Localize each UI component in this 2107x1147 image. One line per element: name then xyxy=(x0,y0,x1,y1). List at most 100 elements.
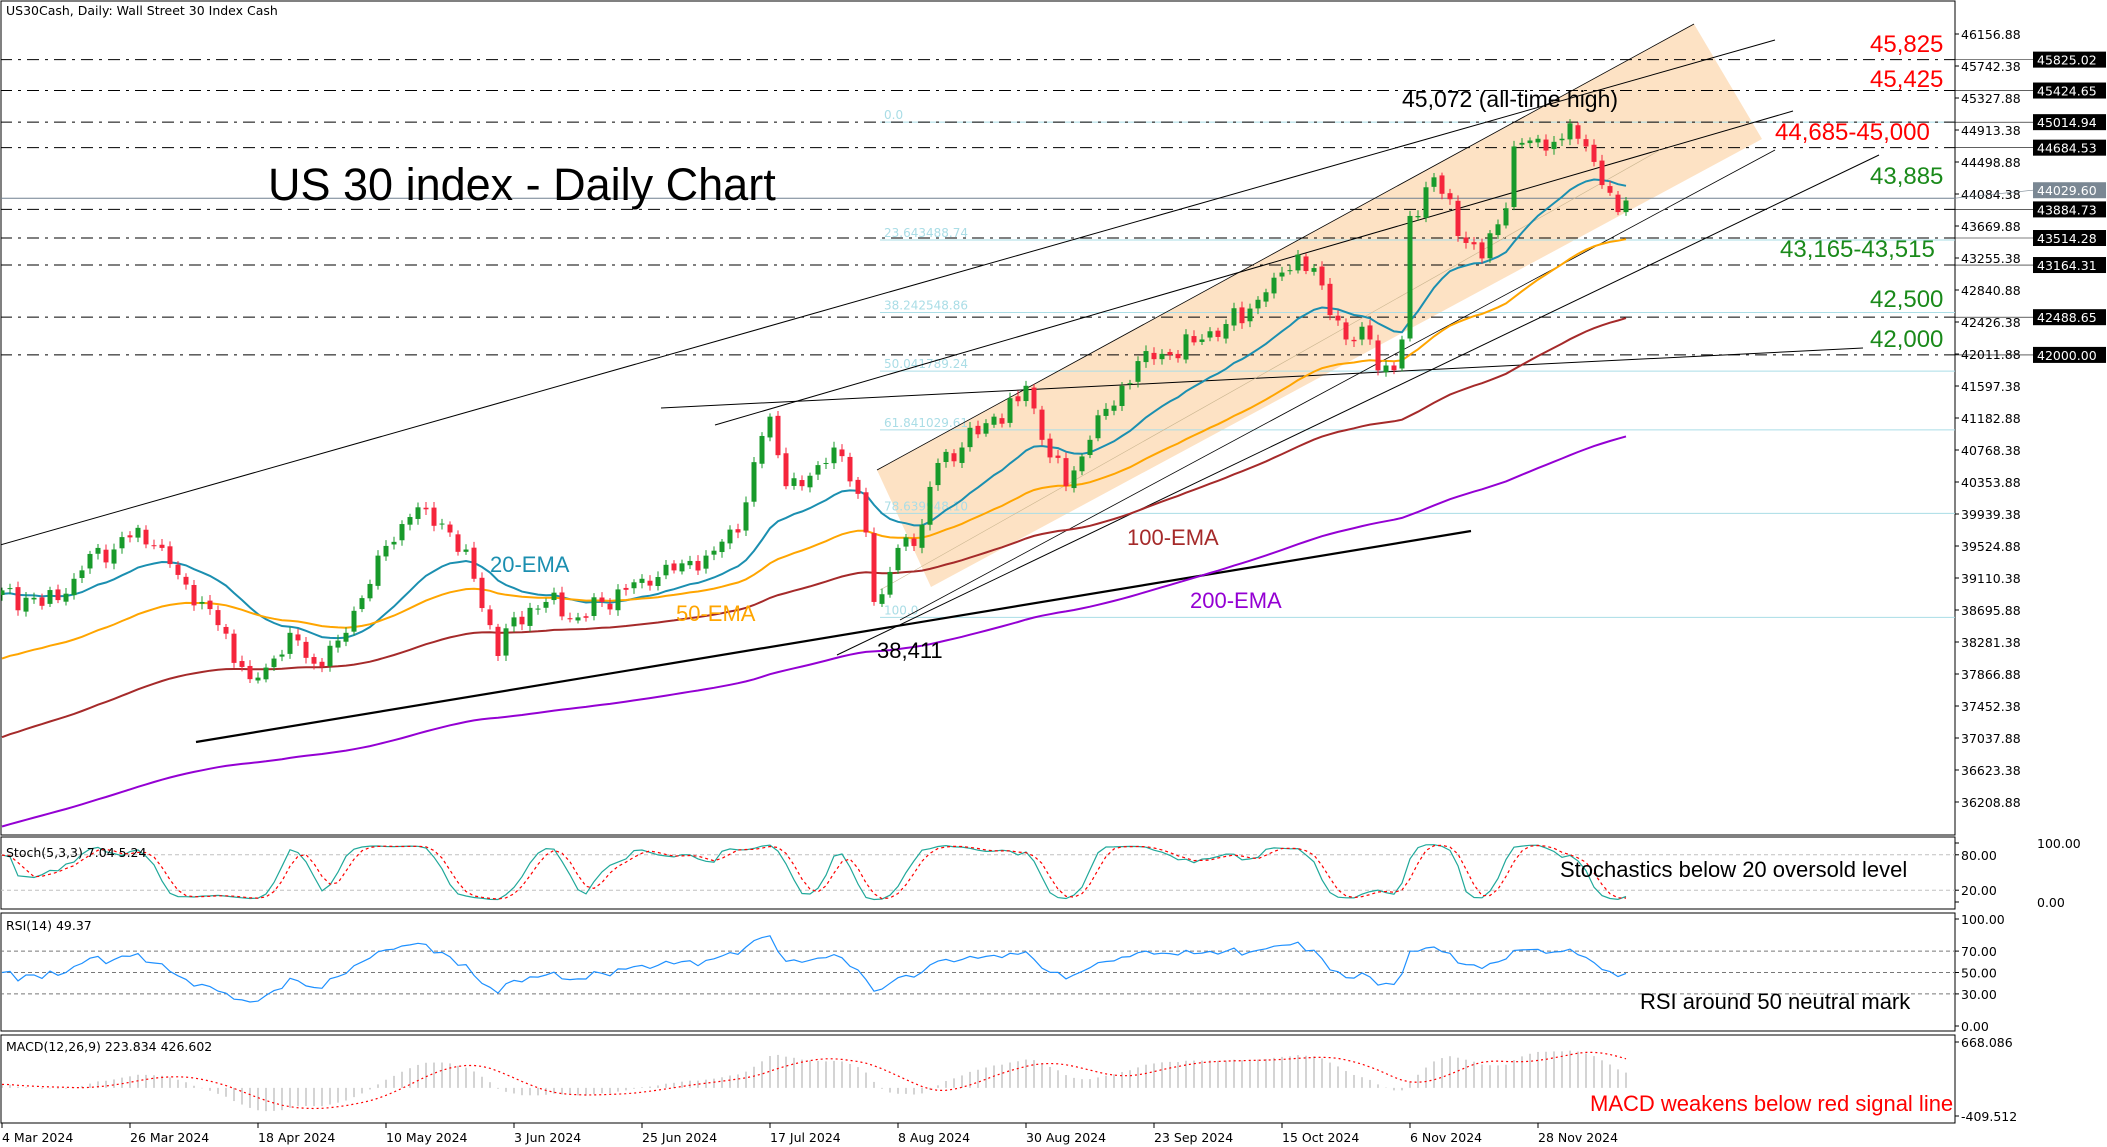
candle xyxy=(143,525,149,549)
candle xyxy=(1191,330,1197,346)
candle xyxy=(959,442,965,468)
candle xyxy=(1351,336,1357,348)
y-tick-label: 42426.38 xyxy=(1961,315,2021,330)
candle-body xyxy=(503,628,509,656)
candle xyxy=(287,627,293,659)
y-tick-label: 39524.88 xyxy=(1961,539,2021,554)
ema-lines xyxy=(1,178,1627,828)
candle-body xyxy=(359,598,365,610)
candle xyxy=(823,457,829,470)
candle-body xyxy=(239,661,245,667)
candle-body xyxy=(1551,141,1557,150)
x-tick-label: 10 May 2024 xyxy=(386,1130,468,1145)
candle xyxy=(1343,318,1349,346)
ema-line-200 xyxy=(1,435,1627,828)
candle xyxy=(1543,134,1549,156)
candle xyxy=(199,596,205,610)
candle-body xyxy=(1007,398,1013,423)
candle xyxy=(767,413,773,442)
stoch-tick-label: 20.00 xyxy=(1961,883,1997,898)
candle-body xyxy=(911,538,917,546)
candle-body xyxy=(1455,200,1461,236)
low-label: 38,411 xyxy=(877,638,943,663)
candle-body xyxy=(263,667,269,680)
candle xyxy=(391,536,397,550)
candle-body xyxy=(1503,208,1509,226)
candle xyxy=(1007,392,1013,428)
candle-body xyxy=(1367,325,1373,340)
candle-body xyxy=(215,610,221,626)
x-tick-label: 26 Mar 2024 xyxy=(130,1130,209,1145)
candle xyxy=(1511,140,1517,211)
candle xyxy=(1583,134,1589,152)
candle xyxy=(1551,136,1557,155)
price-level-value: 45014.94 xyxy=(2037,115,2097,130)
candle xyxy=(751,456,757,507)
candle-body xyxy=(1591,144,1597,162)
candle xyxy=(1,587,5,601)
y-tick-label: 44913.38 xyxy=(1961,123,2021,138)
candle xyxy=(975,420,981,439)
y-tick-label: 36623.38 xyxy=(1961,763,2021,778)
candle-body xyxy=(631,582,637,589)
price-level-value: 45825.02 xyxy=(2037,53,2097,68)
candle xyxy=(911,533,917,551)
ema-line-100 xyxy=(1,317,1627,739)
candle xyxy=(559,586,565,621)
candle xyxy=(423,502,429,516)
candle xyxy=(679,559,685,575)
candle-body xyxy=(1383,365,1389,373)
candle-body xyxy=(855,479,861,494)
y-tick-label: 45327.88 xyxy=(1961,91,2021,106)
y-tick-label: 39939.38 xyxy=(1961,507,2021,522)
y-tick-label: 39110.38 xyxy=(1961,571,2021,586)
candle-body xyxy=(1063,458,1069,487)
candle xyxy=(967,422,973,452)
candle-body xyxy=(1023,385,1029,402)
candle-body xyxy=(967,427,973,448)
y-tick-label: 38695.88 xyxy=(1961,603,2021,618)
candle xyxy=(95,543,101,560)
candle xyxy=(215,605,221,631)
candle-body xyxy=(959,447,965,463)
candle xyxy=(511,611,517,633)
neckline-trendline xyxy=(660,347,1864,409)
candle-body xyxy=(1343,322,1349,340)
candle-body xyxy=(1207,331,1213,338)
candle-body xyxy=(815,465,821,475)
candle-body xyxy=(663,564,669,576)
candle xyxy=(1223,319,1229,344)
candle-body xyxy=(247,665,253,680)
candle xyxy=(631,579,637,594)
candle xyxy=(879,588,885,607)
candle xyxy=(999,413,1005,428)
candle-body xyxy=(1407,215,1413,339)
fib-label: 0.0 xyxy=(884,108,903,122)
candle-body xyxy=(367,583,373,599)
candle xyxy=(207,595,213,615)
candle-body xyxy=(279,654,285,657)
candle xyxy=(951,449,957,467)
resistance-label-1: 45,825 xyxy=(1870,31,1943,58)
candle xyxy=(463,544,469,555)
candle xyxy=(799,475,805,491)
candle-body xyxy=(1479,242,1485,259)
candle-body xyxy=(1,590,5,596)
candle xyxy=(727,525,733,550)
candle xyxy=(1455,195,1461,242)
candle xyxy=(1015,390,1021,407)
candle-body xyxy=(1223,324,1229,339)
candle xyxy=(1127,379,1133,390)
candle-body xyxy=(623,587,629,590)
candle-body xyxy=(671,563,677,571)
candle xyxy=(255,672,261,684)
candle xyxy=(439,518,445,530)
candle xyxy=(1287,264,1293,275)
candle xyxy=(471,541,477,582)
price-level-value: 44029.60 xyxy=(2037,183,2097,198)
x-tick-label: 4 Mar 2024 xyxy=(2,1130,73,1145)
candle-body xyxy=(1087,439,1093,455)
y-tick-label: 43669.88 xyxy=(1961,219,2021,234)
y-tick-label: 42011.88 xyxy=(1961,347,2021,362)
candle-body xyxy=(1583,139,1589,147)
